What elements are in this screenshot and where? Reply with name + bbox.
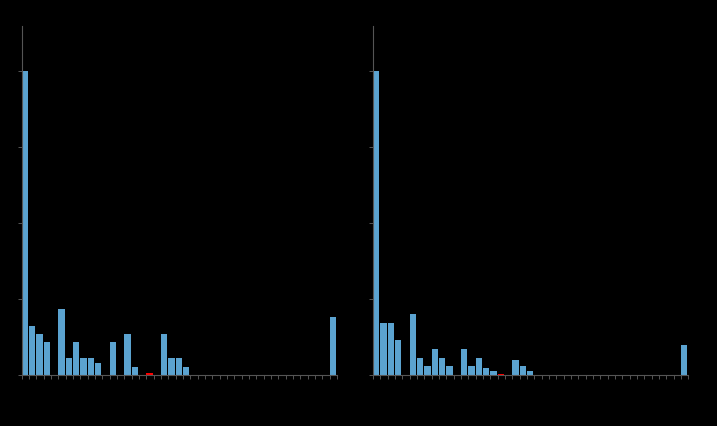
Bar	[330, 317, 336, 375]
Bar	[110, 342, 116, 375]
Bar	[95, 363, 101, 375]
Bar	[131, 367, 138, 375]
Bar	[432, 349, 438, 375]
Bar	[58, 309, 65, 375]
Bar	[417, 357, 423, 375]
Bar	[183, 367, 189, 375]
Bar	[395, 340, 402, 375]
Bar	[87, 358, 94, 375]
Bar	[498, 374, 504, 375]
Bar	[483, 368, 489, 375]
Bar	[161, 334, 167, 375]
Bar	[461, 349, 467, 375]
Bar	[22, 71, 28, 375]
Bar	[44, 342, 50, 375]
Bar	[380, 323, 386, 375]
Bar	[73, 342, 80, 375]
Bar	[490, 371, 497, 375]
Bar	[146, 373, 153, 375]
Bar	[681, 345, 688, 375]
Bar	[65, 358, 72, 375]
Bar	[176, 358, 182, 375]
Bar	[439, 357, 445, 375]
Bar	[446, 366, 452, 375]
Bar	[29, 325, 35, 375]
Bar	[124, 334, 130, 375]
Bar	[424, 366, 431, 375]
Bar	[373, 71, 379, 375]
Bar	[512, 360, 518, 375]
Bar	[468, 366, 475, 375]
Bar	[80, 358, 87, 375]
Bar	[36, 334, 42, 375]
Bar	[527, 371, 533, 375]
Bar	[475, 357, 482, 375]
Bar	[168, 358, 175, 375]
Bar	[409, 314, 416, 375]
Bar	[387, 323, 394, 375]
Bar	[520, 366, 526, 375]
